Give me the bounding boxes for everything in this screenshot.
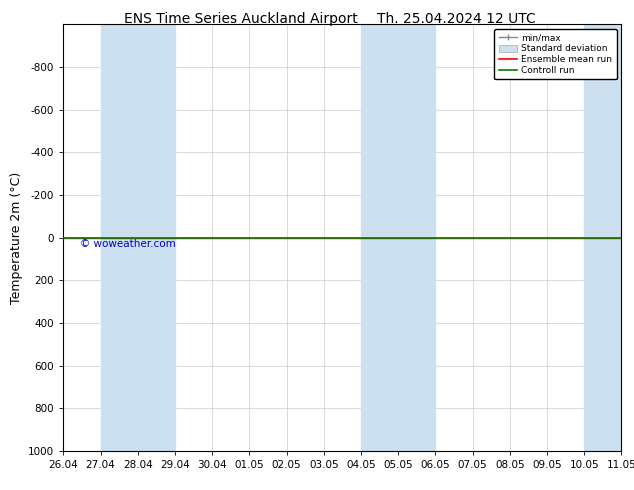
Bar [361,24,436,451]
Text: ENS Time Series Auckland Airport: ENS Time Series Auckland Airport [124,12,358,26]
Legend: min/max, Standard deviation, Ensemble mean run, Controll run: min/max, Standard deviation, Ensemble me… [495,29,617,79]
Y-axis label: Temperature 2m (°C): Temperature 2m (°C) [10,172,23,304]
Text: Th. 25.04.2024 12 UTC: Th. 25.04.2024 12 UTC [377,12,536,26]
Bar [584,24,621,451]
Text: © woweather.com: © woweather.com [80,239,176,249]
Bar [101,24,175,451]
